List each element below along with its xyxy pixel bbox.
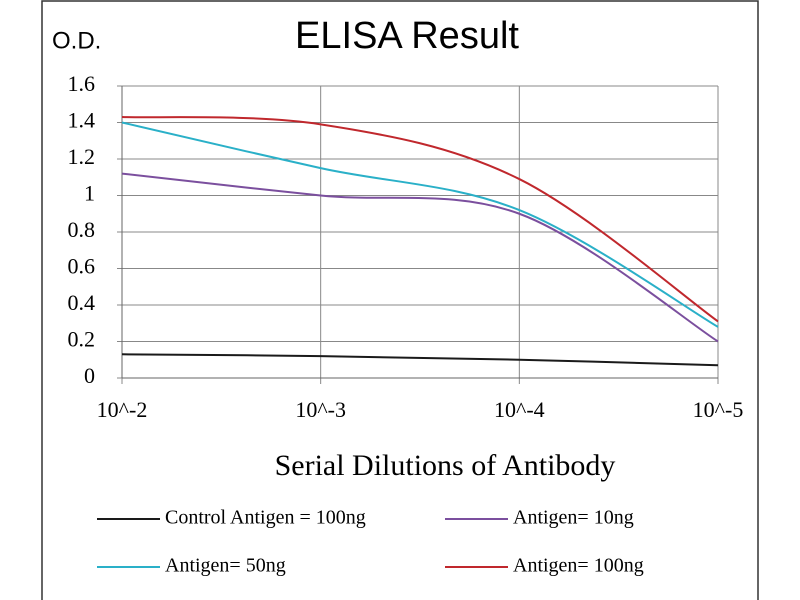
legend-label: Antigen= 100ng <box>513 555 644 577</box>
legend-label: Antigen= 50ng <box>165 555 286 577</box>
x-axis-label: Serial Dilutions of Antibody <box>275 449 616 482</box>
legend-label: Control Antigen = 100ng <box>165 507 366 529</box>
legend-label: Antigen= 10ng <box>513 507 634 529</box>
series-line <box>121 353 719 367</box>
y-tick-label: 1.2 <box>68 144 96 169</box>
y-tick-label: 0.8 <box>68 217 96 242</box>
series-line <box>121 121 719 328</box>
y-tick-label: 1.4 <box>68 108 96 133</box>
y-tick-label: 1 <box>84 181 95 206</box>
series-line <box>121 116 719 323</box>
series-line <box>121 172 719 343</box>
y-tick-label: 0 <box>84 363 95 388</box>
x-tick-label: 10^-4 <box>494 397 545 422</box>
frame <box>41 0 759 600</box>
y-tick-label: 0.2 <box>68 327 96 352</box>
y-tick-label: 0.4 <box>68 290 96 315</box>
y-tick-label: 0.6 <box>68 254 96 279</box>
y-axis-label: O.D. <box>52 27 101 54</box>
x-tick-label: 10^-3 <box>295 397 346 422</box>
x-tick-label: 10^-2 <box>97 397 148 422</box>
x-tick-label: 10^-5 <box>693 397 744 422</box>
y-tick-label: 1.6 <box>68 71 96 96</box>
chart-title: ELISA Result <box>295 15 519 57</box>
